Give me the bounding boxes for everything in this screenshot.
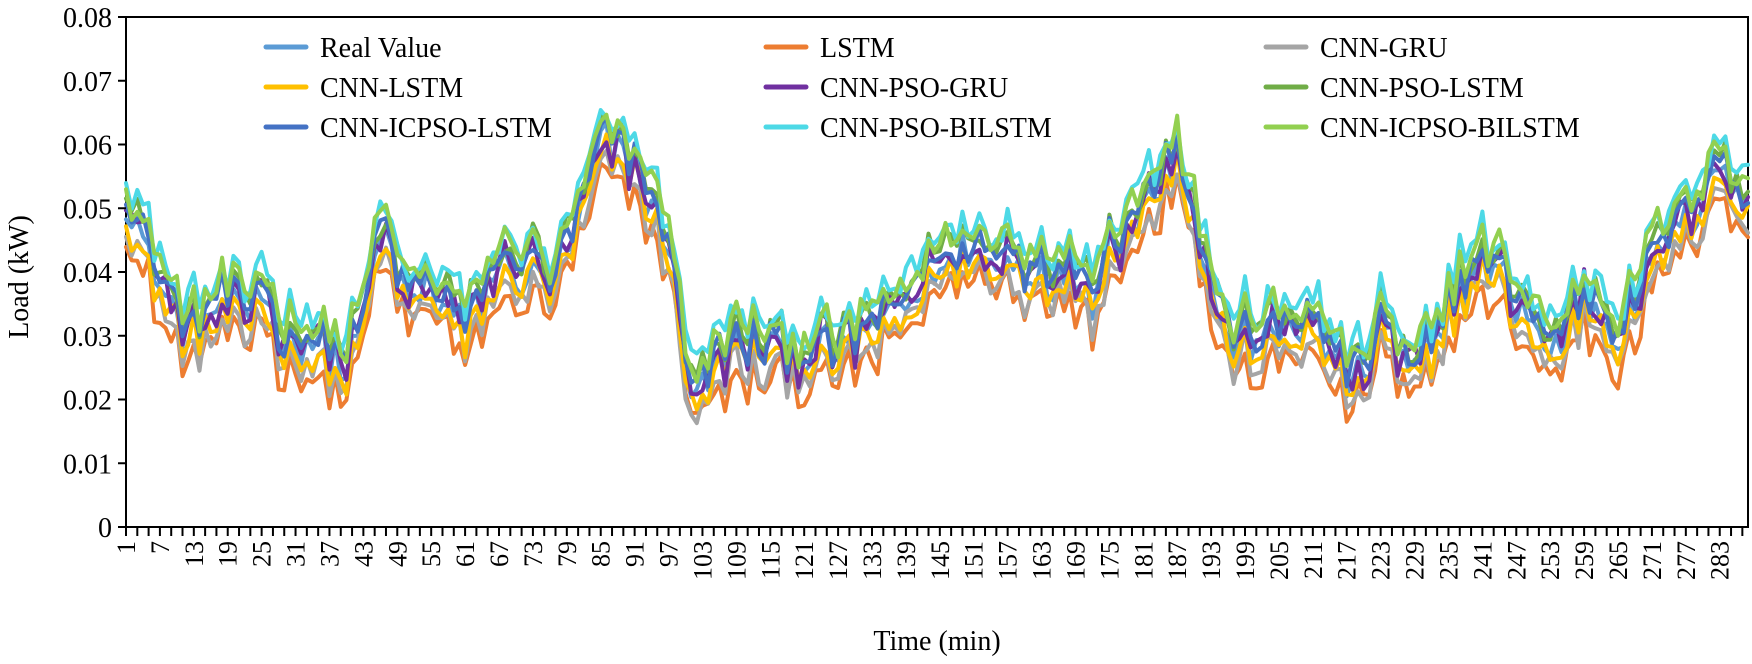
y-tick-label: 0.08 [63,3,112,34]
legend-label: CNN-PSO-GRU [820,73,1008,104]
x-tick-label: 43 [349,541,378,567]
x-axis: 1 7 13 19 25 31 37 43 49 55 61 67 73 79 85 91 97 103 109 11… [112,527,1744,580]
x-tick-label: 55 [417,541,446,567]
x-tick-label: 37 [315,541,344,567]
y-tick-label: 0.03 [63,322,112,353]
x-tick-label: 169 [1061,541,1090,580]
x-tick-label: 85 [587,541,616,567]
series-line-cnn-pso-bilstm [124,108,1750,367]
x-tick-label: 217 [1333,541,1362,580]
x-tick-label: 97 [655,541,684,567]
y-tick-label: 0 [98,513,112,544]
x-tick-label: 187 [1163,541,1192,580]
y-axis: 0 0.01 0.02 0.03 0.04 0.05 0.06 0.07 0.08 [63,3,126,544]
x-tick-label: 103 [688,541,717,580]
x-tick-label: 25 [248,541,277,567]
legend-label: CNN-LSTM [320,73,463,104]
x-tick-label: 13 [180,541,209,567]
x-tick-label: 115 [756,541,785,579]
legend-item: CNN-ICPSO-LSTM [263,113,552,144]
x-tick-label: 205 [1265,541,1294,580]
x-tick-label: 199 [1231,541,1260,580]
legend-item: CNN-ICPSO-BILSTM [1263,113,1580,144]
legend-item: LSTM [763,33,895,64]
x-tick-label: 19 [214,541,243,567]
legend: Real Value LSTM CNN-GRU CNN-LSTM CNN-PSO-GRU… [263,33,1580,144]
x-tick-label: 277 [1672,541,1701,580]
x-tick-label: 1 [112,541,141,554]
x-tick-label: 109 [722,541,751,580]
x-tick-label: 7 [146,541,175,554]
legend-item: CNN-PSO-GRU [763,73,1008,104]
x-tick-label: 49 [383,541,412,567]
x-tick-label: 31 [282,541,311,567]
x-tick-label: 127 [824,541,853,580]
x-tick-label: 145 [926,541,955,580]
y-tick-label: 0.06 [63,131,112,162]
x-tick-label: 283 [1706,541,1735,580]
x-tick-label: 73 [519,541,548,567]
x-tick-label: 79 [553,541,582,567]
x-tick-label: 121 [790,541,819,580]
y-tick-label: 0.02 [63,386,112,417]
x-tick-label: 181 [1129,541,1158,580]
x-tick-label: 223 [1367,541,1396,580]
series-line-cnn-icpso-lstm [124,115,1750,389]
legend-item: CNN-PSO-BILSTM [763,113,1052,144]
series-line-cnn-icpso-bilstm [124,112,1750,384]
y-tick-label: 0.01 [63,449,112,480]
x-tick-label: 61 [451,541,480,567]
x-axis-title: Time (min) [873,626,1000,657]
legend-item: CNN-GRU [1263,33,1448,64]
x-tick-label: 259 [1570,541,1599,580]
y-tick-label: 0.07 [63,67,112,98]
x-tick-label: 247 [1502,541,1531,580]
x-tick-label: 211 [1299,541,1328,579]
legend-label: LSTM [820,33,895,64]
x-tick-label: 241 [1468,541,1497,580]
series-layer [124,108,1750,426]
x-tick-label: 139 [892,541,921,580]
x-tick-label: 229 [1401,541,1430,580]
x-tick-label: 265 [1604,541,1633,580]
legend-label: CNN-ICPSO-LSTM [320,113,552,144]
legend-label: CNN-ICPSO-BILSTM [1320,113,1580,144]
legend-item: CNN-LSTM [263,73,463,104]
x-tick-label: 235 [1434,541,1463,580]
y-tick-label: 0.04 [63,258,112,289]
legend-item: CNN-PSO-LSTM [1263,73,1524,104]
x-tick-label: 163 [1028,541,1057,580]
x-tick-label: 133 [858,541,887,580]
x-tick-label: 253 [1536,541,1565,580]
x-tick-label: 271 [1638,541,1667,580]
legend-label: Real Value [320,33,442,64]
y-tick-label: 0.05 [63,194,112,225]
x-tick-label: 193 [1197,541,1226,580]
x-tick-label: 151 [960,541,989,580]
legend-label: CNN-PSO-LSTM [1320,73,1524,104]
legend-label: CNN-PSO-BILSTM [820,113,1052,144]
x-tick-label: 91 [621,541,650,567]
legend-item: Real Value [263,33,442,64]
x-tick-label: 175 [1095,541,1124,580]
legend-label: CNN-GRU [1320,33,1448,64]
x-tick-label: 67 [485,541,514,567]
x-tick-label: 157 [994,541,1023,580]
y-axis-title: Load (kW) [4,215,35,339]
